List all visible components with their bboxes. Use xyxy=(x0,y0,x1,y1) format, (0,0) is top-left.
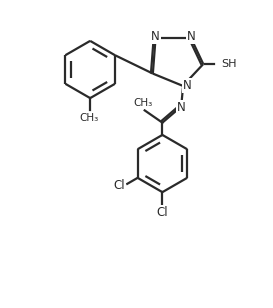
Text: Cl: Cl xyxy=(157,205,168,219)
Text: CH₃: CH₃ xyxy=(134,98,153,108)
Text: N: N xyxy=(151,30,160,43)
Text: N: N xyxy=(187,30,195,43)
Text: Cl: Cl xyxy=(114,179,125,192)
Text: CH₃: CH₃ xyxy=(79,113,99,123)
Text: N: N xyxy=(177,101,186,114)
Text: N: N xyxy=(183,79,191,92)
Text: SH: SH xyxy=(221,59,236,69)
